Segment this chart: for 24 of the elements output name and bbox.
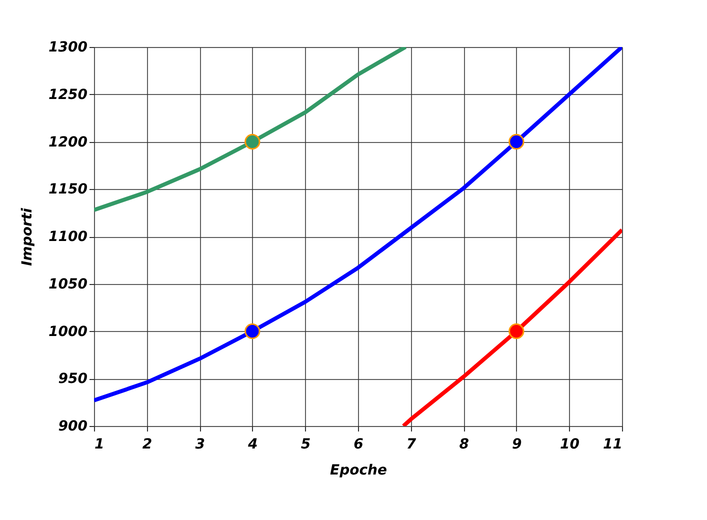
x-tick-label: 11 [603,436,622,452]
x-tick-label: 1 [94,436,104,452]
x-tick-label: 4 [247,436,258,452]
y-tick-label: 1250 [48,86,88,103]
x-tick-label: 3 [195,436,205,452]
line-series [401,228,622,426]
y-tick-label: 950 [58,371,88,388]
x-axis-title: Epoche [330,462,387,478]
line-series [94,47,408,212]
x-tick-label: 8 [459,436,470,452]
x-tick-label: 5 [300,436,311,452]
x-tick-label: 6 [354,436,364,452]
x-tick-label: 2 [142,436,152,452]
y-tick-label: 900 [58,418,88,434]
y-axis-title: Importi [20,208,36,266]
x-tick-label: 10 [560,436,580,452]
y-tick-label: 1100 [48,229,88,245]
y-tick-label: 1150 [48,182,88,198]
x-tick-label: 9 [512,436,522,452]
x-tick-label: 7 [406,436,416,452]
y-tick-label: 1300 [48,40,88,56]
y-tick-label: 1050 [48,276,88,292]
y-tick-label: 1200 [48,134,88,150]
y-tick-label: 1000 [48,324,88,340]
